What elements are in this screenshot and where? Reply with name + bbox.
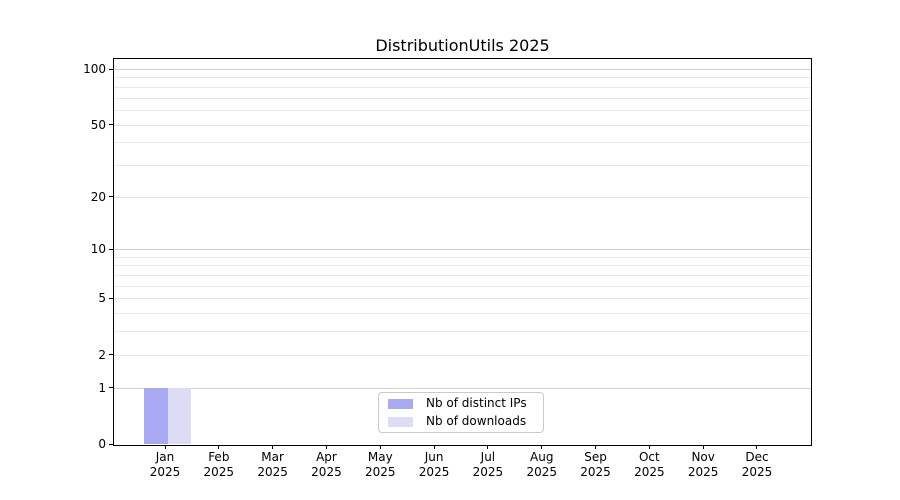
y-gridline-minor xyxy=(114,285,811,287)
x-tick-label: Oct 2025 xyxy=(634,450,665,479)
legend-swatch-downloads xyxy=(388,416,413,427)
x-tick-label: Mar 2025 xyxy=(257,450,288,479)
legend-entry-downloads: Nb of downloads xyxy=(388,415,543,428)
y-gridline-minor xyxy=(114,354,811,356)
y-gridline-minor xyxy=(114,265,811,267)
x-tick-label: Nov 2025 xyxy=(687,450,719,479)
x-tick-label: Jan 2025 xyxy=(149,450,181,479)
y-tick-label: 5 xyxy=(98,291,106,306)
x-tick-mark xyxy=(379,445,381,449)
x-tick-mark xyxy=(541,445,543,449)
chart-title: DistributionUtils 2025 xyxy=(375,36,550,55)
y-tick-label: 10 xyxy=(90,242,106,257)
x-tick-mark xyxy=(595,445,597,449)
x-tick-label: Sep 2025 xyxy=(580,450,611,479)
y-tick-label: 1 xyxy=(98,380,106,395)
y-gridline-minor xyxy=(114,196,811,198)
legend-label-downloads: Nb of downloads xyxy=(426,414,527,428)
bar-distinct-ips xyxy=(144,387,168,444)
y-tick-mark xyxy=(109,387,113,389)
y-gridline-minor xyxy=(114,77,811,79)
y-gridline-minor xyxy=(114,109,811,111)
y-gridline-minor xyxy=(114,124,811,126)
y-tick-label: 20 xyxy=(90,189,106,204)
y-gridline-minor xyxy=(114,275,811,277)
legend-swatch-distinct-ips xyxy=(388,398,413,409)
x-tick-mark xyxy=(164,445,166,449)
x-tick-label: May 2025 xyxy=(364,450,396,479)
x-tick-mark xyxy=(218,445,220,449)
y-gridline-minor xyxy=(114,313,811,315)
y-tick-label: 0 xyxy=(98,437,106,451)
y-gridline-minor xyxy=(114,331,811,333)
y-gridline-minor xyxy=(114,97,811,99)
y-gridline-major xyxy=(114,69,811,70)
y-gridline-major xyxy=(114,249,811,251)
x-tick-label: Dec 2025 xyxy=(741,450,773,479)
y-gridline-minor xyxy=(114,298,811,300)
y-gridline-minor xyxy=(114,164,811,166)
y-tick-mark xyxy=(109,124,113,126)
legend-label-distinct-ips: Nb of distinct IPs xyxy=(426,396,527,410)
legend: Nb of distinct IPs Nb of downloads xyxy=(378,392,544,433)
x-tick-label: Apr 2025 xyxy=(311,450,342,479)
x-tick-mark xyxy=(325,445,327,449)
y-tick-mark xyxy=(109,68,113,70)
x-tick-mark xyxy=(272,445,274,449)
y-gridline-minor xyxy=(114,142,811,144)
y-gridline-minor xyxy=(114,256,811,258)
x-tick-mark xyxy=(433,445,435,449)
x-tick-label: Jun 2025 xyxy=(418,450,450,479)
y-tick-mark xyxy=(109,297,113,299)
bar-downloads xyxy=(167,387,191,444)
y-tick-label: 50 xyxy=(90,117,106,132)
y-tick-label: 100 xyxy=(83,62,106,76)
y-tick-mark xyxy=(109,248,113,250)
y-gridline-minor xyxy=(114,86,811,88)
x-tick-mark xyxy=(756,445,758,449)
y-gridline-major xyxy=(114,387,811,389)
legend-entry-distinct-ips: Nb of distinct IPs xyxy=(388,397,543,410)
y-tick-mark xyxy=(109,354,113,356)
y-tick-mark xyxy=(109,196,113,198)
x-tick-label: Aug 2025 xyxy=(526,450,557,479)
x-tick-mark xyxy=(648,445,650,449)
x-tick-label: Feb 2025 xyxy=(203,450,235,479)
y-tick-mark xyxy=(109,443,113,445)
y-tick-label: 2 xyxy=(98,347,106,362)
x-tick-mark xyxy=(487,445,489,449)
x-tick-label: Jul 2025 xyxy=(472,450,504,479)
x-tick-mark xyxy=(702,445,704,449)
plot-area xyxy=(113,58,812,446)
